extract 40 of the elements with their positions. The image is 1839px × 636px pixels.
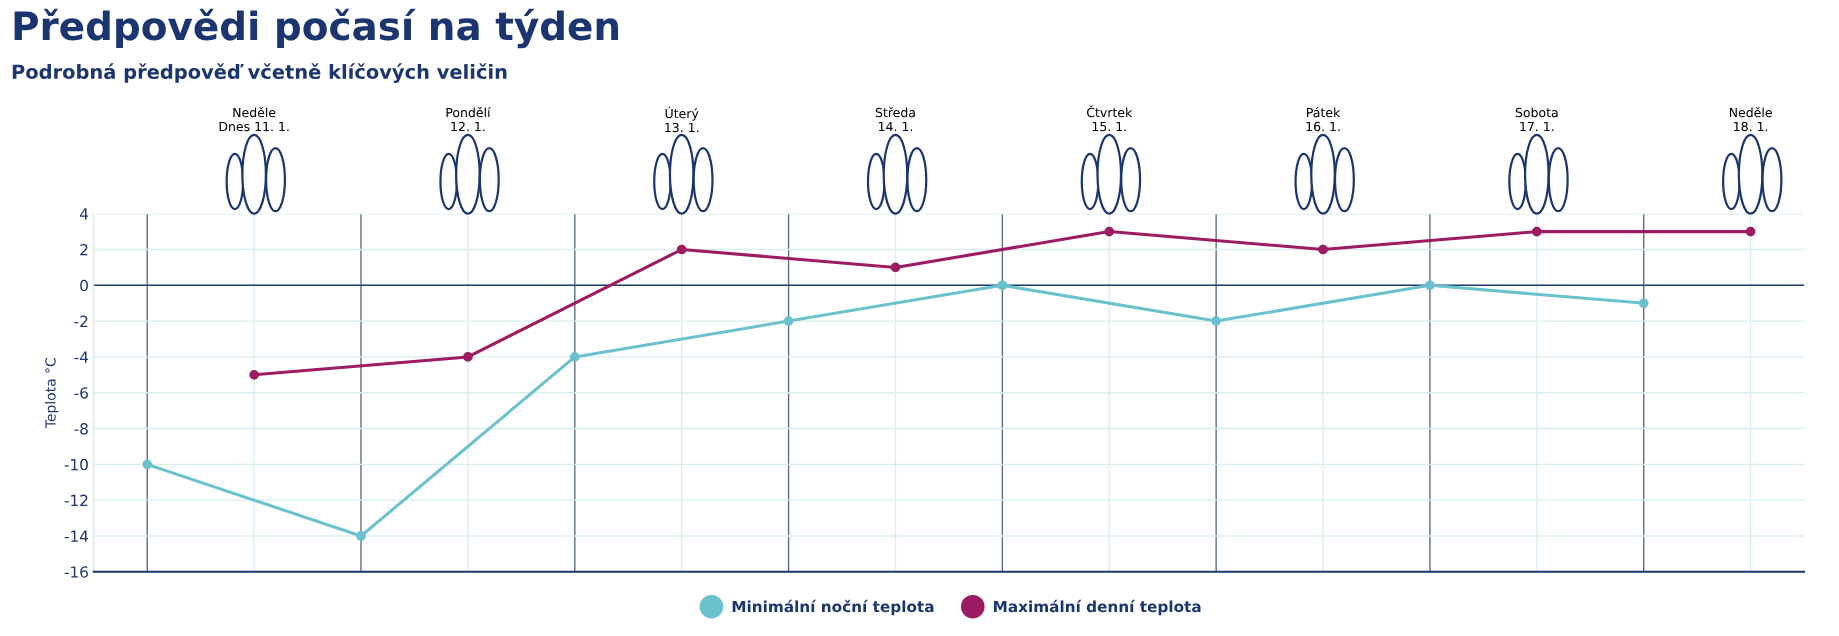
y-tick-label: 4: [79, 208, 89, 220]
text: Pátek 16. 1.: [1306, 107, 1341, 132]
point: [1211, 316, 1222, 326]
y-tick-label: -2: [74, 315, 88, 327]
legend-label: Minimální noční teplota: [732, 599, 934, 616]
chart-title: Předpovědi počasí na týden: [14, 8, 619, 49]
legend-label: Maximální denní teplota: [994, 599, 1201, 616]
point: [142, 459, 153, 470]
y-tick-label: 2: [80, 243, 88, 256]
point: [1745, 226, 1756, 237]
text: Neděle 18. 1.: [1729, 107, 1772, 132]
chart-subtitle: Podrobná předpověď včetně klíčových veličin: [12, 63, 507, 84]
point: [783, 316, 794, 326]
text: Pondělí 12. 1.: [446, 107, 491, 132]
point: [463, 352, 473, 362]
y-tick-label: 0: [80, 279, 88, 292]
point: [1638, 298, 1649, 309]
text: Neděle Dnes 11. 1.: [219, 107, 289, 132]
point: [569, 352, 580, 362]
y-tick-label: -14: [64, 530, 89, 542]
y-tick-label: -12: [64, 494, 88, 506]
point: [1318, 244, 1328, 255]
point: [890, 262, 901, 273]
y-axis-title: Teplota °C: [44, 358, 59, 429]
y-tick-label: -4: [74, 351, 89, 363]
text: Čtvrtek 15. 1.: [1086, 105, 1133, 132]
y-tick-label: -16: [64, 566, 88, 578]
text: Sobota 17. 1.: [1515, 107, 1558, 132]
y-tick-label: -10: [64, 458, 88, 471]
point: [997, 280, 1008, 291]
y-tick-label: -8: [74, 423, 88, 435]
text: Středa 14. 1.: [875, 107, 915, 132]
y-tick-label: -6: [74, 387, 88, 399]
point: [676, 244, 687, 255]
point: [356, 531, 366, 541]
point: [1104, 226, 1115, 237]
point: [1425, 280, 1435, 291]
point: [1531, 226, 1542, 237]
text: Úterý 13. 1.: [665, 106, 699, 133]
point: [249, 369, 259, 380]
